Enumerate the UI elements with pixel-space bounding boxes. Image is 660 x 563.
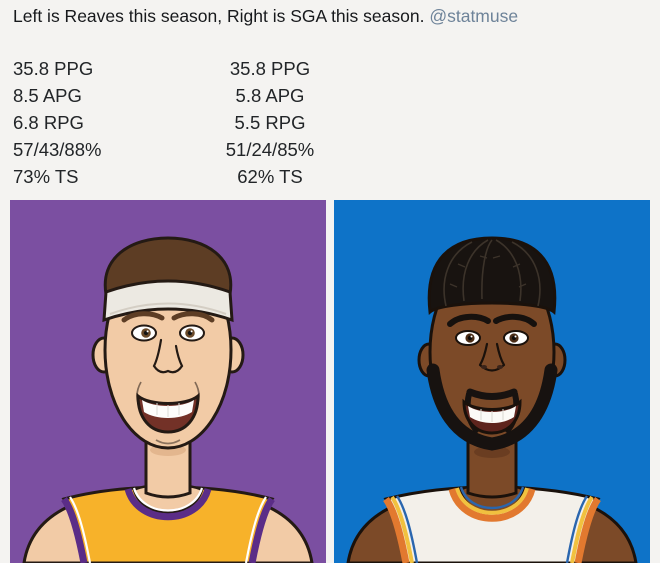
reaves-portrait-image[interactable] (10, 200, 326, 563)
stats-column-reaves: 35.8 PPG 8.5 APG 6.8 RPG 57/43/88% 73% T… (13, 55, 183, 190)
stat-ppg-left: 35.8 PPG (13, 58, 94, 79)
stat-ppg-right: 35.8 PPG (229, 58, 311, 79)
sga-portrait-image[interactable] (334, 200, 650, 563)
stat-apg-left: 8.5 APG (13, 85, 82, 106)
stat-rpg-left: 6.8 RPG (13, 112, 84, 133)
stat-apg-right: 5.8 APG (235, 85, 305, 106)
tweet-text: Left is Reaves this season, Right is SGA… (13, 5, 518, 27)
stat-splits-left: 57/43/88% (13, 139, 102, 160)
reaves-illustration (10, 200, 326, 563)
player-images (10, 200, 650, 563)
stat-ts-left: 73% TS (13, 166, 79, 187)
tweet-text-body: Left is Reaves this season, Right is SGA… (13, 6, 430, 26)
stat-splits-right: 51/24/85% (225, 139, 315, 160)
stats-column-sga: 35.8 PPG 5.8 APG 5.5 RPG 51/24/85% 62% T… (213, 55, 327, 190)
stat-ts-right: 62% TS (237, 166, 303, 187)
stat-rpg-right: 5.5 RPG (234, 112, 306, 133)
sga-illustration (334, 200, 650, 563)
mention-link[interactable]: @statmuse (429, 6, 519, 26)
